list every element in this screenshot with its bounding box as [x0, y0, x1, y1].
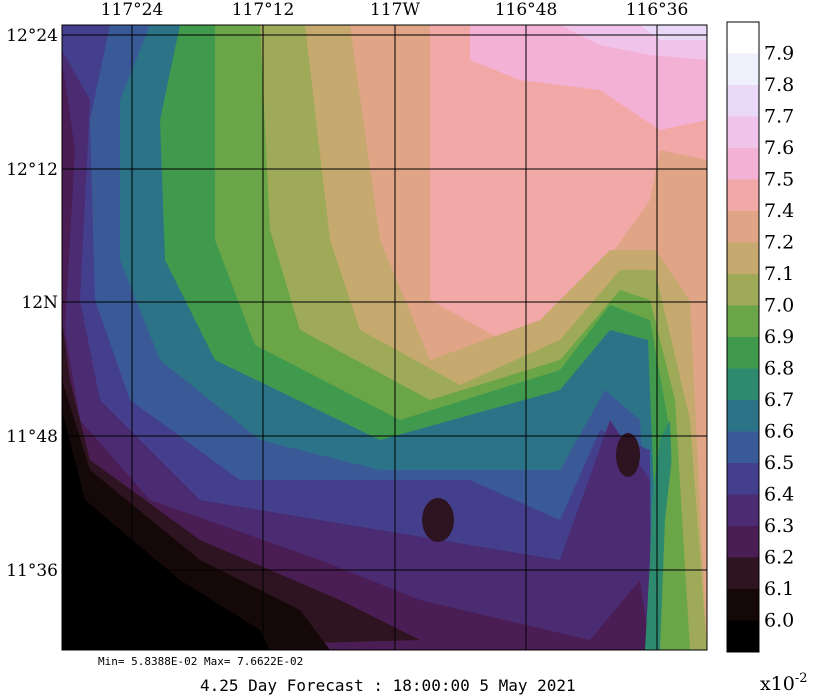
- colorbar-swatch: [727, 400, 759, 432]
- lon-label: 117W: [370, 0, 420, 20]
- contour-field: [62, 25, 707, 650]
- colorbar-label: 6.6: [764, 421, 794, 443]
- lat-label: 12°12: [6, 160, 58, 180]
- colorbar-label: 7.9: [764, 43, 794, 65]
- colorbar-label: 6.0: [764, 610, 794, 632]
- colorbar-swatch: [727, 589, 759, 621]
- colorbar-swatch: [727, 494, 759, 527]
- lon-label: 117°24: [101, 0, 164, 20]
- lat-label: 12N: [21, 293, 58, 313]
- colorbar-swatch: [727, 526, 759, 558]
- colorbar-swatch: [727, 557, 759, 590]
- colorbar-label: 7.4: [764, 200, 794, 222]
- colorbar-frame: [726, 21, 760, 653]
- longitude-labels: 117°24 117°12 117W 116°48 116°36: [101, 0, 689, 20]
- colorbar-label: 6.1: [764, 578, 794, 600]
- colorbar-swatch: [727, 242, 759, 275]
- colorbar-swatch: [727, 431, 759, 464]
- colorbar-label: 7.0: [764, 295, 794, 317]
- lon-label: 117°12: [232, 0, 295, 20]
- colorbar-label: 6.9: [764, 326, 794, 348]
- colorbar-label: 7.7: [764, 106, 794, 128]
- colorbar-swatch: [727, 148, 759, 180]
- lat-label: 11°36: [6, 561, 58, 581]
- colorbar-label: 7.5: [764, 169, 794, 191]
- colorbar-swatch: [727, 85, 759, 117]
- colorbar-swatch: [727, 337, 759, 369]
- colorbar-swatch: [727, 368, 759, 401]
- colorbar-label: 6.8: [764, 358, 794, 380]
- colorbar-label: 7.6: [764, 137, 794, 159]
- colorbar-label: 6.2: [764, 547, 794, 569]
- colorbar-label: 6.3: [764, 515, 794, 537]
- colorbar-label: 6.4: [764, 484, 794, 506]
- graticule: [62, 25, 707, 650]
- colorbar-swatch: [727, 305, 759, 338]
- lat-label: 12°24: [6, 26, 58, 46]
- colorbar-label: 7.8: [764, 74, 794, 96]
- lon-label: 116°48: [495, 0, 558, 20]
- colorbar-label: 7.1: [764, 263, 794, 285]
- colorbar: 7.9 7.8 7.7 7.6 7.5 7.4 7.2 7.1 7.0 6.9 6.8 6.7 6.6 6…: [726, 21, 794, 653]
- colorbar-swatch: [727, 620, 759, 653]
- colorbar-swatch: [727, 211, 759, 243]
- forecast-caption: 4.25 Day Forecast : 18:00:00 5 May 2021: [200, 676, 576, 695]
- lat-label: 11°48: [6, 427, 58, 447]
- colorbar-swatch: [727, 463, 759, 495]
- latitude-labels: 12°24 12°12 12N 11°48 11°36: [6, 26, 58, 581]
- colorbar-swatch: [727, 179, 759, 212]
- min-max-stats: Min= 5.8388E-02 Max= 7.6622E-02: [98, 655, 303, 668]
- colorbar-swatch: [727, 274, 759, 306]
- colorbar-swatch: [727, 53, 759, 86]
- colorbar-label: 6.5: [764, 452, 794, 474]
- colorbar-swatch: [727, 116, 759, 149]
- colorbar-swatch: [727, 22, 759, 54]
- colorbar-exponent: x10-2: [760, 671, 808, 695]
- plot-frame: [61, 24, 708, 651]
- lon-label: 116°36: [626, 0, 689, 20]
- colorbar-label: 6.7: [764, 389, 794, 411]
- colorbar-label: 7.2: [764, 232, 794, 254]
